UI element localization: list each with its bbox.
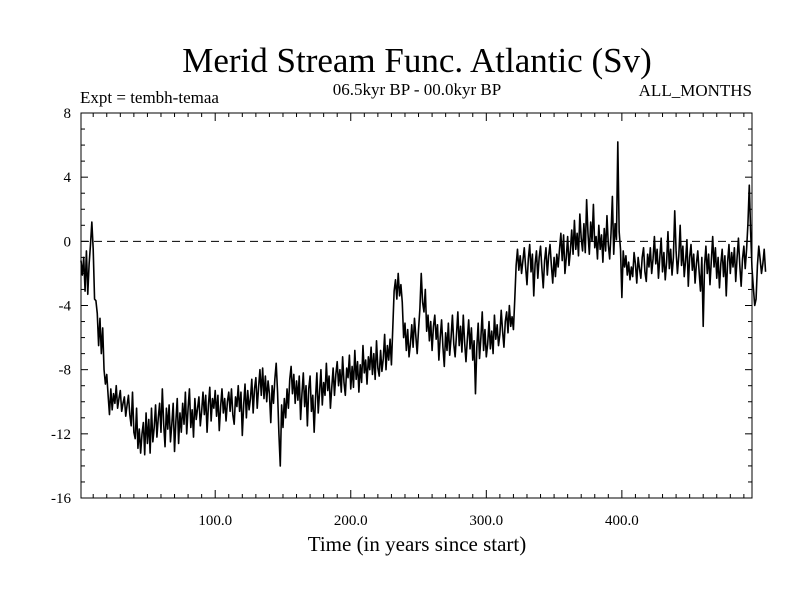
- subtitle-time-range: 06.5kyr BP - 00.0kyr BP: [333, 80, 501, 99]
- subtitle-experiment: Expt = tembh-temaa: [80, 88, 219, 107]
- y-tick-label: -12: [51, 427, 71, 443]
- subtitle-months: ALL_MONTHS: [639, 81, 752, 100]
- y-tick-label: 0: [64, 234, 72, 250]
- chart-title: Merid Stream Func. Atlantic (Sv): [182, 41, 652, 80]
- y-tick-label: 4: [64, 170, 72, 186]
- y-tick-label: -8: [59, 363, 72, 379]
- x-tick-label: 100.0: [198, 513, 232, 529]
- y-tick-label: -16: [51, 491, 71, 507]
- tick-layer: -16 -12 -8 -4 0 4 8 100.0 200.0 300.0 400.0: [51, 106, 752, 529]
- series-line: [80, 141, 767, 467]
- y-tick-label: 8: [64, 106, 72, 122]
- x-axis-label: Time (in years since start): [308, 532, 527, 556]
- y-tick-label: -4: [59, 299, 72, 315]
- x-tick-label: 200.0: [334, 513, 368, 529]
- x-tick-label: 300.0: [469, 513, 503, 529]
- x-tick-label: 400.0: [605, 513, 639, 529]
- plot-frame: [80, 112, 753, 499]
